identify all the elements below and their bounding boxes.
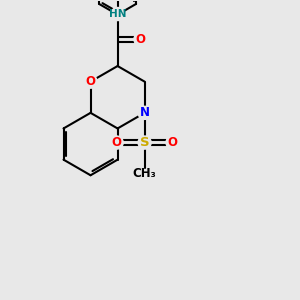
- Text: CH₃: CH₃: [133, 167, 157, 180]
- Circle shape: [111, 8, 124, 21]
- Circle shape: [166, 136, 179, 149]
- Text: S: S: [140, 136, 149, 149]
- Text: N: N: [140, 106, 150, 119]
- Circle shape: [110, 136, 123, 149]
- Text: HN: HN: [109, 9, 126, 19]
- Text: O: O: [112, 136, 122, 149]
- Circle shape: [138, 106, 151, 119]
- Text: O: O: [85, 75, 96, 88]
- Circle shape: [138, 136, 151, 149]
- Text: O: O: [136, 33, 146, 46]
- Circle shape: [134, 33, 147, 46]
- Circle shape: [84, 75, 97, 88]
- Text: O: O: [167, 136, 178, 149]
